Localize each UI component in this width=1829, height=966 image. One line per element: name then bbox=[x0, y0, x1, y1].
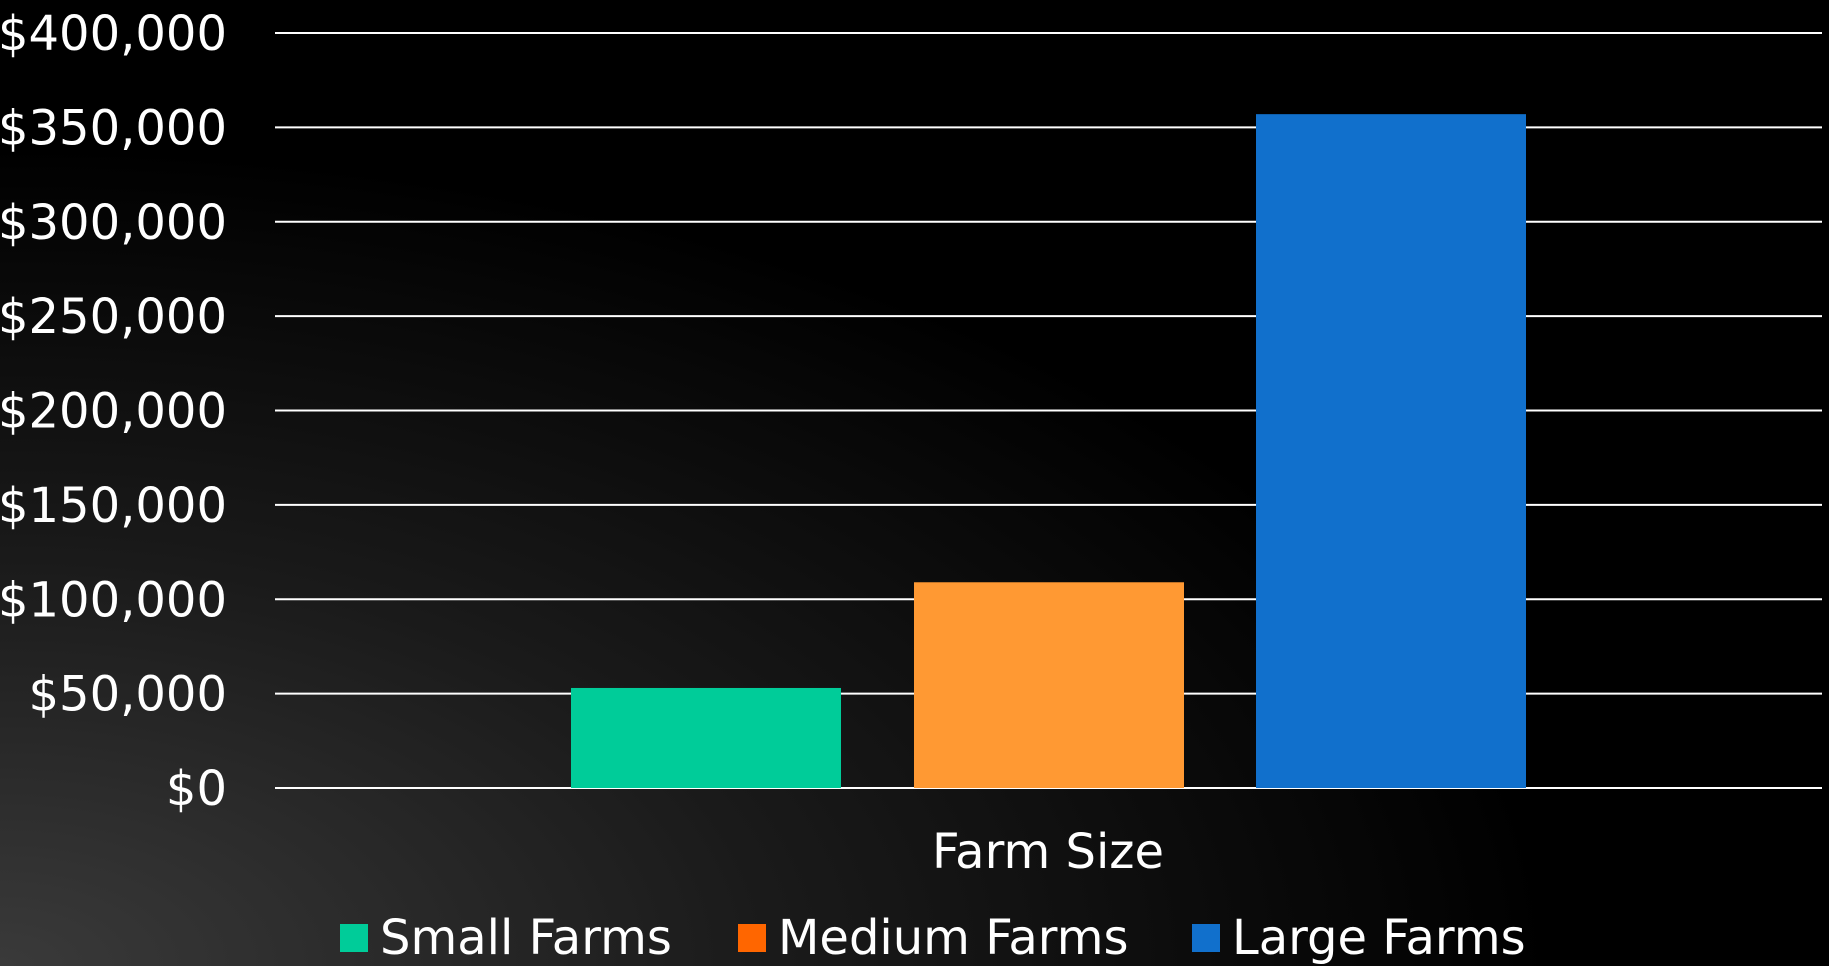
bar-large-farms bbox=[1256, 114, 1526, 789]
legend-label-small-farms: Small Farms bbox=[380, 910, 672, 966]
y-tick-label: $250,000 bbox=[0, 289, 227, 345]
bar-medium-farms bbox=[914, 582, 1184, 788]
bars bbox=[571, 114, 1526, 789]
legend-swatch-large-farms bbox=[1192, 924, 1220, 952]
legend: Small Farms Medium Farms Large Farms bbox=[340, 910, 1526, 966]
bar-small-farms bbox=[571, 687, 841, 788]
y-tick-label: $100,000 bbox=[0, 572, 227, 628]
y-axis-tick-labels: $0 $50,000 $100,000 $150,000 $200,000 $250,00… bbox=[0, 6, 227, 817]
legend-swatch-small-farms bbox=[340, 924, 368, 952]
gridlines bbox=[275, 32, 1822, 789]
x-axis-label: Farm Size bbox=[932, 824, 1164, 880]
y-tick-label: $350,000 bbox=[0, 100, 227, 156]
y-tick-label: $50,000 bbox=[29, 667, 228, 723]
y-tick-label: $300,000 bbox=[0, 195, 227, 251]
y-tick-label: $0 bbox=[166, 761, 227, 817]
legend-swatch-medium-farms bbox=[738, 924, 766, 952]
legend-label-medium-farms: Medium Farms bbox=[778, 910, 1128, 966]
y-tick-label: $150,000 bbox=[0, 478, 227, 534]
y-tick-label: $200,000 bbox=[0, 384, 227, 440]
legend-label-large-farms: Large Farms bbox=[1232, 910, 1526, 966]
y-tick-label: $400,000 bbox=[0, 6, 227, 62]
